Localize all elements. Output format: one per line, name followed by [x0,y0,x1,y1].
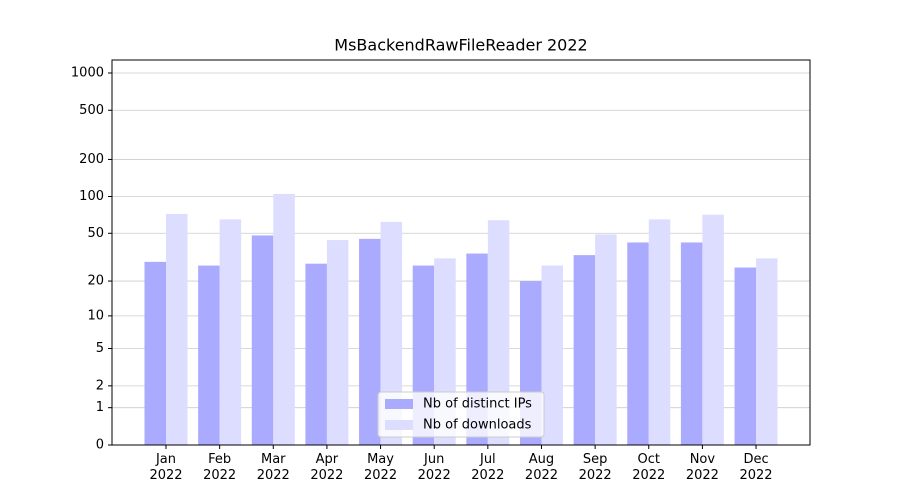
bar [359,238,381,445]
legend-swatch [385,420,413,430]
bar [219,219,242,445]
y-tick-label: 2 [96,378,104,393]
bar [680,242,703,445]
x-tick-label: Dec 2022 [739,452,773,483]
bar [166,213,188,445]
x-tick-label: Sep 2022 [578,452,612,483]
x-tick-label: Aug 2022 [524,452,559,483]
x-tick-label: May 2022 [364,452,398,483]
bar [273,193,295,445]
bar [251,235,274,445]
bar [541,265,563,445]
x-tick-label: Apr 2022 [310,452,344,483]
bar [734,267,757,445]
bar [648,219,671,445]
y-tick-label: 1 [96,400,104,415]
bar [595,234,617,445]
bar [487,220,510,445]
y-tick-label: 5 [96,341,104,356]
legend: Nb of distinct IPs Nb of downloads [377,391,545,438]
bar [198,265,220,445]
x-tick-label: Jan 2022 [149,452,183,483]
bar [573,255,596,445]
y-tick-label: 500 [79,103,104,118]
y-tick-label: 200 [79,152,104,167]
bar [144,261,166,445]
x-tick-label: Nov 2022 [685,452,719,483]
bar [702,214,724,445]
y-tick-label: 20 [87,274,104,289]
y-tick-label: 50 [87,226,104,241]
legend-swatch [385,399,413,409]
bar [627,242,649,445]
y-tick-label: 1000 [71,65,104,80]
y-tick-label: 0 [96,438,104,453]
bar [756,258,778,445]
plot-frame [111,59,811,446]
x-tick-label: Feb 2022 [203,452,237,483]
bar [380,221,403,445]
x-tick-label: Jul 2022 [471,452,505,483]
x-tick-label: Jun 2022 [417,452,451,483]
bar [305,263,327,445]
chart-title: MsBackendRawFileReader 2022 [334,36,587,55]
legend-box [377,391,545,438]
y-tick-label: 100 [79,189,104,204]
legend-label: Nb of downloads [423,418,532,433]
x-tick-label: Mar 2022 [256,452,290,483]
bar [326,240,349,445]
x-tick-label: Oct 2022 [632,452,666,483]
y-tick-label: 10 [87,308,104,323]
legend-label: Nb of distinct IPs [423,397,532,412]
